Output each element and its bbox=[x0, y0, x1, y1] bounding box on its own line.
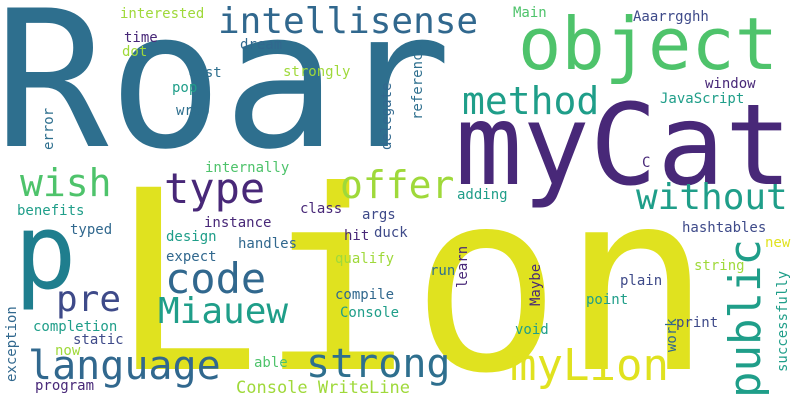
word-successfully: successfully bbox=[775, 270, 791, 372]
word-able: able bbox=[254, 355, 288, 371]
word-benefits: benefits bbox=[17, 203, 85, 219]
word-program: program bbox=[35, 378, 95, 394]
word-class: class bbox=[300, 201, 343, 217]
word-delegate: delegate bbox=[379, 82, 395, 150]
word-learn: learn bbox=[455, 245, 471, 288]
word-console: Console bbox=[340, 305, 400, 321]
word-strongly: strongly bbox=[283, 64, 351, 80]
word-c: C bbox=[642, 155, 651, 171]
word-wish: wish bbox=[20, 161, 112, 205]
word-design: design bbox=[166, 229, 217, 245]
word-javascript: JavaScript bbox=[660, 91, 745, 107]
word-time: time bbox=[124, 30, 158, 46]
word-roar: Roar bbox=[0, 0, 452, 191]
word-error: error bbox=[41, 107, 57, 150]
word-maybe: Maybe bbox=[528, 263, 544, 306]
word-dream: dream bbox=[240, 37, 283, 53]
word-completion: completion bbox=[33, 319, 118, 335]
word-print: print bbox=[676, 315, 719, 331]
word-language: language bbox=[28, 343, 221, 389]
word-static: static bbox=[73, 332, 124, 348]
word-lion: Lion bbox=[110, 137, 713, 400]
word-window: window bbox=[705, 76, 756, 92]
word-without: without bbox=[636, 177, 788, 218]
word-mycat: myCat bbox=[455, 81, 793, 211]
word-qualify: qualify bbox=[335, 251, 395, 267]
word-typed: typed bbox=[70, 222, 113, 238]
word-args: args bbox=[362, 207, 396, 223]
word-mylion: myLion bbox=[510, 340, 669, 391]
word-miauew: Miauew bbox=[158, 291, 289, 332]
word-method: method bbox=[462, 79, 600, 123]
word-handles: handles bbox=[238, 236, 298, 252]
word-code: code bbox=[165, 254, 267, 303]
word-instance: instance bbox=[204, 215, 272, 231]
word-new: new bbox=[765, 235, 791, 251]
word-main: Main bbox=[513, 5, 547, 21]
word-reference: reference bbox=[410, 44, 426, 120]
word-type: type bbox=[164, 164, 266, 213]
word-pop: pop bbox=[172, 80, 198, 96]
word-strong: strong bbox=[306, 341, 451, 387]
word-run: run bbox=[430, 263, 456, 279]
word-console-writeline: Console WriteLine bbox=[236, 378, 410, 398]
word-void: void bbox=[515, 322, 549, 338]
word-compile: compile bbox=[335, 287, 395, 303]
word-offer: offer bbox=[340, 163, 455, 207]
word-aaarrgghh: Aaarrgghh bbox=[633, 9, 709, 25]
word-exception: exception bbox=[4, 306, 20, 382]
word-pre: pre bbox=[56, 279, 122, 320]
word-now: now bbox=[55, 343, 81, 359]
word-dot: dot bbox=[122, 44, 148, 60]
word-p: p bbox=[14, 191, 77, 313]
word-hashtables: hashtables bbox=[682, 220, 767, 236]
word-internally: internally bbox=[205, 160, 290, 176]
word-point: point bbox=[586, 292, 629, 308]
word-cast: cast bbox=[188, 65, 222, 81]
word-interested: interested bbox=[120, 6, 205, 22]
word-work: work bbox=[664, 318, 680, 352]
word-plain: plain bbox=[620, 273, 663, 289]
word-intellisense: intellisense bbox=[218, 1, 479, 42]
word-string: string bbox=[694, 258, 745, 274]
word-duck: duck bbox=[374, 225, 408, 241]
word-object: object bbox=[518, 2, 779, 86]
word-hit: hit bbox=[344, 228, 370, 244]
word-expect: expect bbox=[166, 249, 217, 265]
word-wrap: wrap bbox=[176, 103, 210, 119]
word-adding: adding bbox=[457, 187, 508, 203]
